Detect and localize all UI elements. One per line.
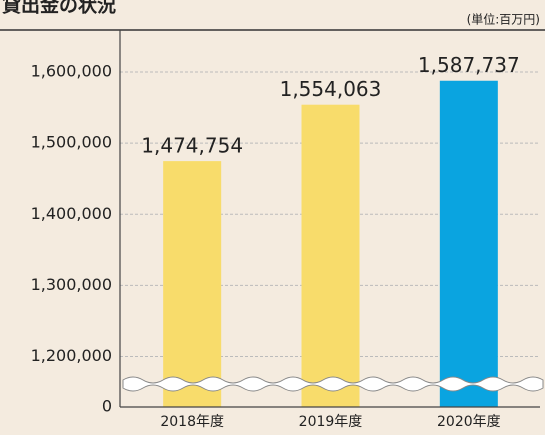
y-tick-label: 1,600,000 (31, 62, 112, 81)
unit-label: (単位:百万円) (467, 12, 540, 27)
x-tick-label: 2018年度 (160, 414, 224, 430)
x-tick-label: 2020年度 (437, 414, 501, 430)
break-wave (122, 376, 544, 392)
y-tick-label: 1,200,000 (31, 346, 112, 365)
y-tick-label: 1,500,000 (31, 133, 112, 152)
value-label: 1,554,063 (280, 77, 382, 101)
y-tick-label: 0 (102, 397, 112, 416)
chart-title: 貸出金の状況 (1, 0, 116, 17)
bars (163, 80, 498, 408)
bar (439, 80, 498, 407)
y-tick-label: 1,400,000 (31, 204, 112, 223)
bar (163, 161, 222, 407)
value-label: 1,587,737 (418, 53, 520, 77)
axis-break (122, 376, 544, 392)
y-tick-label: 1,300,000 (31, 275, 112, 294)
x-tick-label: 2019年度 (299, 414, 363, 430)
bar (301, 104, 360, 408)
value-label: 1,474,754 (141, 134, 243, 158)
